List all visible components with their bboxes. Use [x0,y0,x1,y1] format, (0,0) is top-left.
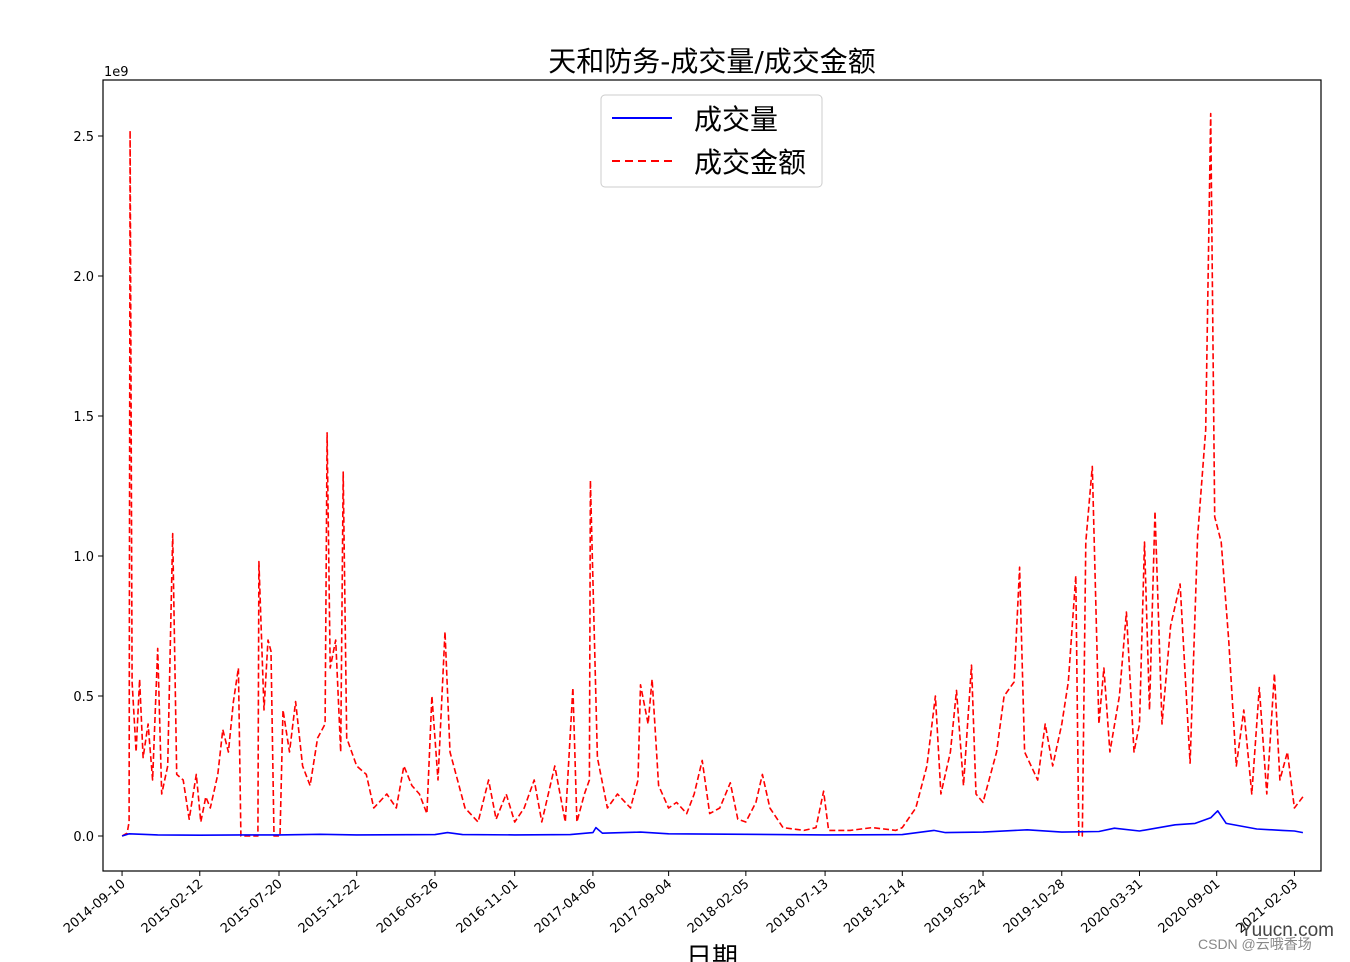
y-tick-label: 0.5 [73,690,94,705]
y-offset-label: 1e9 [104,65,129,80]
chart-title: 天和防务-成交量/成交金额 [548,45,876,78]
y-tick-label: 2.0 [73,270,94,285]
y-tick-label: 1.0 [73,550,94,565]
x-axis-label: 日期 [686,943,738,962]
y-tick-label: 1.5 [73,410,94,425]
plot-frame [102,79,1322,872]
series-line-volume [121,809,1304,837]
watermark-site: Yuucn.com [1240,920,1334,941]
y-tick-label: 2.5 [73,130,94,145]
legend-label-volume: 成交量 [694,103,778,136]
plot-area [121,112,1304,837]
legend-label-amount: 成交金额 [694,146,806,179]
series-line-amount [121,112,1304,837]
y-tick-label: 0.0 [73,830,94,845]
watermark-csdn: CSDN @云哦香场 [1198,936,1312,952]
legend: 成交量 成交金额 [600,94,823,188]
